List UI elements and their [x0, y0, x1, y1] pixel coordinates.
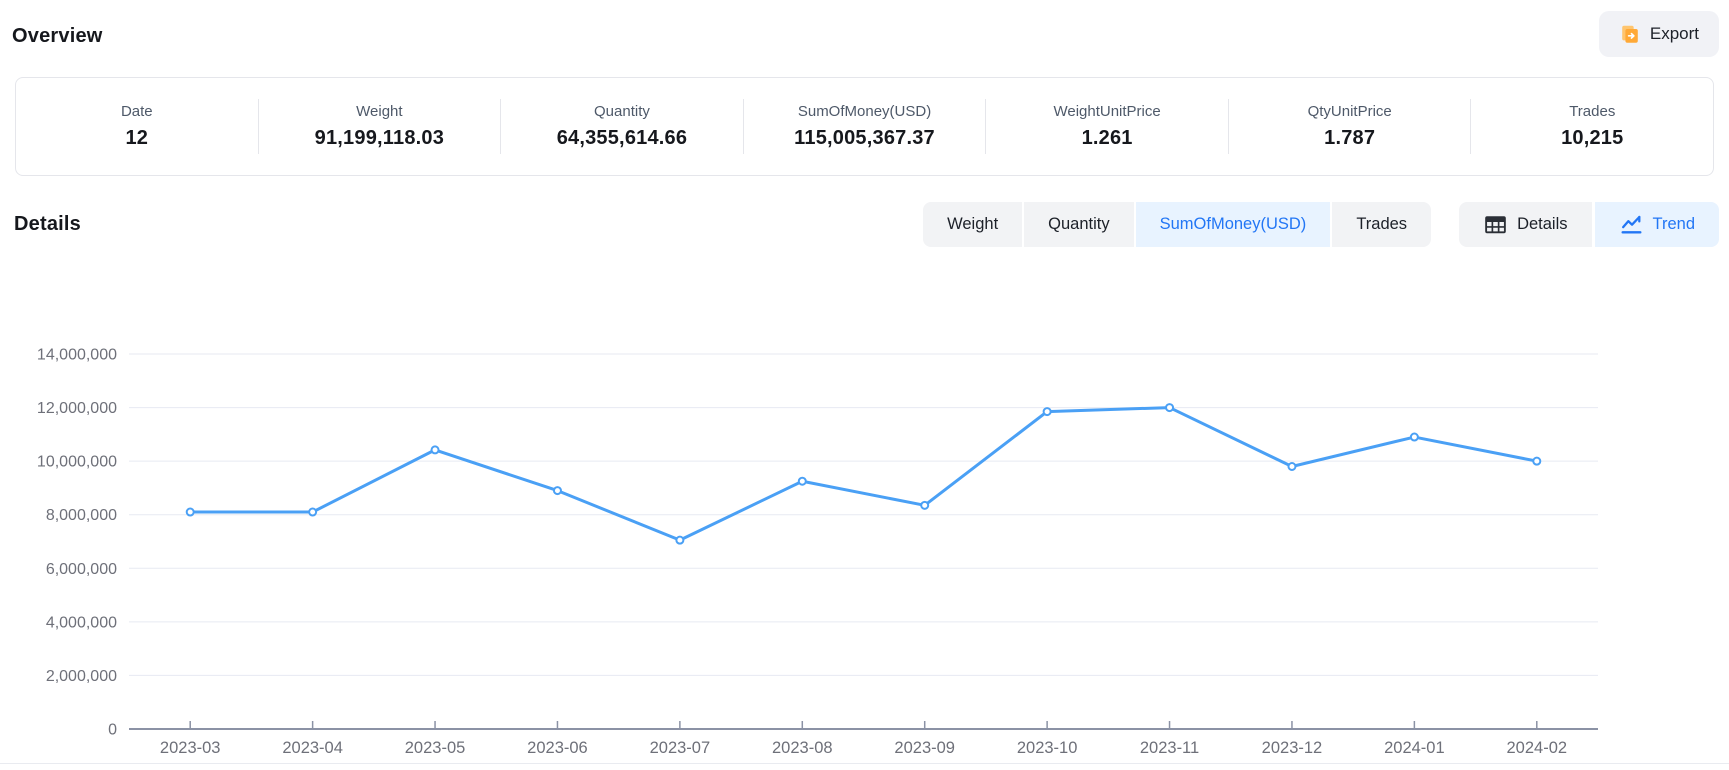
data-point[interactable]	[675, 535, 685, 545]
x-axis-label: 2024-02	[1507, 739, 1568, 757]
stat-divider	[1470, 99, 1472, 154]
tab-quantity[interactable]: Quantity	[1024, 202, 1134, 247]
y-axis-label: 8,000,000	[46, 507, 117, 524]
stat-item-quantity: Quantity 64,355,614.66	[501, 78, 743, 175]
view-tab-group: Details Trend	[1459, 202, 1719, 247]
data-point[interactable]	[1042, 407, 1052, 417]
y-axis-label: 10,000,000	[37, 454, 117, 471]
x-axis-label: 2023-04	[282, 739, 343, 757]
stat-label: WeightUnitPrice	[1053, 103, 1161, 120]
data-point[interactable]	[1165, 403, 1175, 413]
tab-weight[interactable]: Weight	[923, 202, 1023, 247]
stat-value: 1.261	[1081, 127, 1133, 149]
stat-item-qtyunitprice: QtyUnitPrice 1.787	[1229, 78, 1471, 175]
stat-divider	[1227, 99, 1229, 154]
x-axis-label: 2023-09	[894, 739, 955, 757]
trend-line	[188, 406, 1539, 542]
x-axis-label: 2023-12	[1262, 739, 1323, 757]
overview-stats-card: Date 12 Weight 91,199,118.03 Quantity 64,355,…	[15, 77, 1714, 176]
x-axis-label: 2023-07	[650, 739, 711, 757]
tab-trades[interactable]: Trades	[1332, 202, 1432, 247]
stat-label: Quantity	[594, 103, 650, 120]
details-title: Details	[14, 213, 81, 235]
stat-label: Date	[120, 103, 153, 120]
y-axis-label: 2,000,000	[46, 668, 117, 685]
data-point[interactable]	[1532, 456, 1542, 466]
stat-value: 1.787	[1324, 127, 1376, 149]
metric-tab-group: Weight Quantity SumOfMoney(USD) Trades	[923, 202, 1432, 247]
stat-item-date: Date 12	[16, 78, 258, 175]
stat-value: 64,355,614.66	[556, 127, 688, 149]
x-axis-label: 2023-06	[527, 739, 588, 757]
stat-label: Weight	[356, 103, 403, 120]
x-axis-label: 2023-10	[1017, 739, 1078, 757]
stat-label: Trades	[1569, 103, 1616, 120]
stat-value: 115,005,367.37	[794, 127, 935, 149]
header: Overview Export	[0, 0, 1729, 57]
data-point[interactable]	[308, 507, 318, 517]
page-bottom-border	[0, 763, 1729, 764]
x-axis-label: 2023-08	[772, 739, 833, 757]
view-tab-label: Details	[1517, 215, 1568, 233]
data-point[interactable]	[1409, 432, 1419, 442]
stat-value: 12	[125, 127, 149, 149]
table-icon	[1483, 212, 1508, 237]
data-point[interactable]	[430, 445, 440, 455]
view-tab-label: Trend	[1652, 215, 1696, 233]
data-point[interactable]	[920, 500, 930, 510]
data-point[interactable]	[552, 486, 562, 496]
data-point[interactable]	[185, 507, 195, 517]
view-tab-details[interactable]: Details	[1459, 202, 1592, 247]
data-point[interactable]	[797, 476, 807, 486]
x-axis-label: 2024-01	[1384, 739, 1445, 757]
stat-label: QtyUnitPrice	[1307, 103, 1392, 120]
data-point[interactable]	[1287, 462, 1297, 471]
details-toolbar: Details Weight Quantity SumOfMoney(USD) Tra…	[0, 202, 1729, 247]
stat-item-weightunitprice: WeightUnitPrice 1.261	[986, 78, 1228, 175]
y-axis-label: 6,000,000	[46, 561, 117, 578]
stat-divider	[742, 99, 744, 154]
view-tab-trend[interactable]: Trend	[1594, 202, 1719, 247]
x-axis-label: 2023-05	[405, 739, 466, 757]
y-axis-label: 0	[108, 722, 117, 739]
stat-label: SumOfMoney(USD)	[797, 103, 932, 120]
stat-item-sumofmoney-usd: SumOfMoney(USD) 115,005,367.37	[744, 78, 986, 175]
overview-title: Overview	[12, 25, 103, 47]
stat-divider	[985, 99, 987, 154]
export-icon	[1619, 23, 1641, 45]
stat-divider	[500, 99, 502, 154]
stat-divider	[257, 99, 259, 154]
stat-item-trades: Trades 10,215	[1471, 78, 1713, 175]
export-button[interactable]: Export	[1598, 11, 1719, 57]
y-axis-label: 12,000,000	[37, 400, 117, 417]
export-label: Export	[1649, 24, 1699, 43]
x-axis-label: 2023-03	[160, 739, 221, 757]
stat-value: 91,199,118.03	[314, 127, 445, 149]
tab-sumofmoney-usd[interactable]: SumOfMoney(USD)	[1135, 202, 1331, 247]
stat-value: 10,215	[1561, 127, 1624, 149]
y-axis-label: 14,000,000	[37, 347, 117, 364]
stat-item-weight: Weight 91,199,118.03	[259, 78, 501, 175]
x-axis-label: 2023-11	[1140, 739, 1199, 757]
y-axis-label: 4,000,000	[46, 614, 117, 631]
trend-icon	[1619, 212, 1644, 237]
